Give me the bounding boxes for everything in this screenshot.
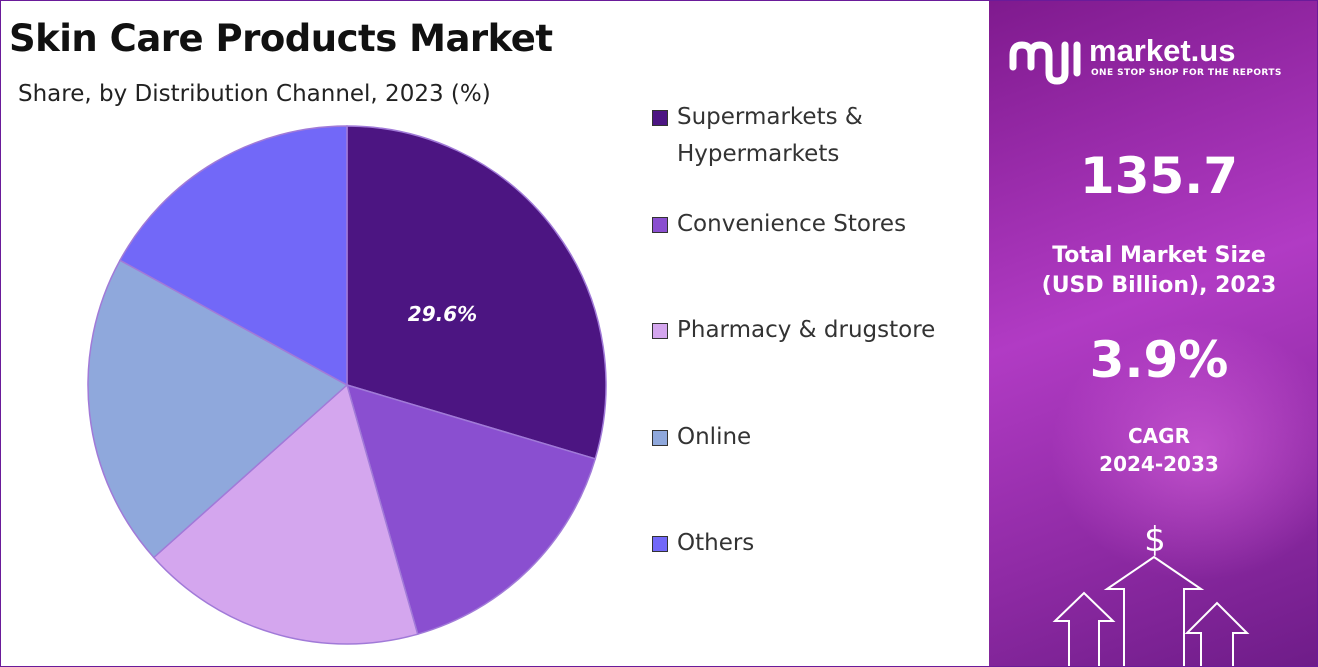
- chart-panel: Skin Care Products Market Share, by Dist…: [1, 1, 989, 666]
- pie-slice-1: [345, 383, 597, 636]
- cagr-label-line2: 2024-2033: [1099, 452, 1219, 476]
- growth-arrows-icon: $: [1052, 520, 1250, 666]
- market-size-value: 135.7: [1079, 147, 1239, 205]
- pie-slice-2: [152, 383, 419, 645]
- brand-name: market.us: [1089, 33, 1236, 68]
- legend-label-line: Pharmacy & drugstore: [677, 317, 936, 343]
- legend-label-line: Online: [677, 424, 752, 450]
- legend-label-3: Online: [677, 419, 751, 456]
- legend-label-0: Supermarkets & Hypermarkets: [677, 99, 863, 173]
- pie-chart: 29.6%: [87, 125, 607, 645]
- legend-label-4: Others: [677, 525, 754, 562]
- legend-label-2: Pharmacy & drugstore: [677, 312, 935, 349]
- pie-slice-3: [87, 259, 349, 559]
- pie-slice-4: [119, 125, 348, 387]
- legend-label-line: Others: [677, 530, 755, 556]
- summary-sidebar: market.us ONE STOP SHOP FOR THE REPORTS …: [989, 1, 1317, 666]
- chart-title: Skin Care Products Market: [9, 17, 553, 60]
- pie-slice-0: [346, 125, 607, 460]
- legend-swatch-4: [652, 536, 668, 552]
- market-size-label-line2: (USD Billion), 2023: [1041, 273, 1277, 298]
- background-glow: [1049, 321, 1317, 581]
- legend-swatch-1: [652, 217, 668, 233]
- dollar-icon: $: [1144, 520, 1166, 560]
- legend-swatch-0: [652, 110, 668, 126]
- legend-swatch-3: [652, 430, 668, 446]
- legend-swatch-2: [652, 323, 668, 339]
- market-size-label-line1: Total Market Size: [1052, 243, 1266, 268]
- pie-data-label-0: 29.6%: [408, 302, 477, 326]
- brand-mark-icon: [1009, 41, 1081, 85]
- brand-logo: market.us ONE STOP SHOP FOR THE REPORTS: [1007, 33, 1281, 93]
- cagr-label-line1: CAGR: [1128, 424, 1190, 448]
- chart-subtitle: Share, by Distribution Channel, 2023 (%): [18, 81, 491, 107]
- legend-label-line: Hypermarkets: [677, 141, 840, 167]
- legend-label-line: Convenience Stores: [677, 211, 907, 237]
- brand-tagline: ONE STOP SHOP FOR THE REPORTS: [1091, 68, 1282, 78]
- legend-label-1: Convenience Stores: [677, 206, 906, 243]
- cagr-value: 3.9%: [1089, 331, 1229, 389]
- legend-label-line: Supermarkets &: [677, 104, 863, 130]
